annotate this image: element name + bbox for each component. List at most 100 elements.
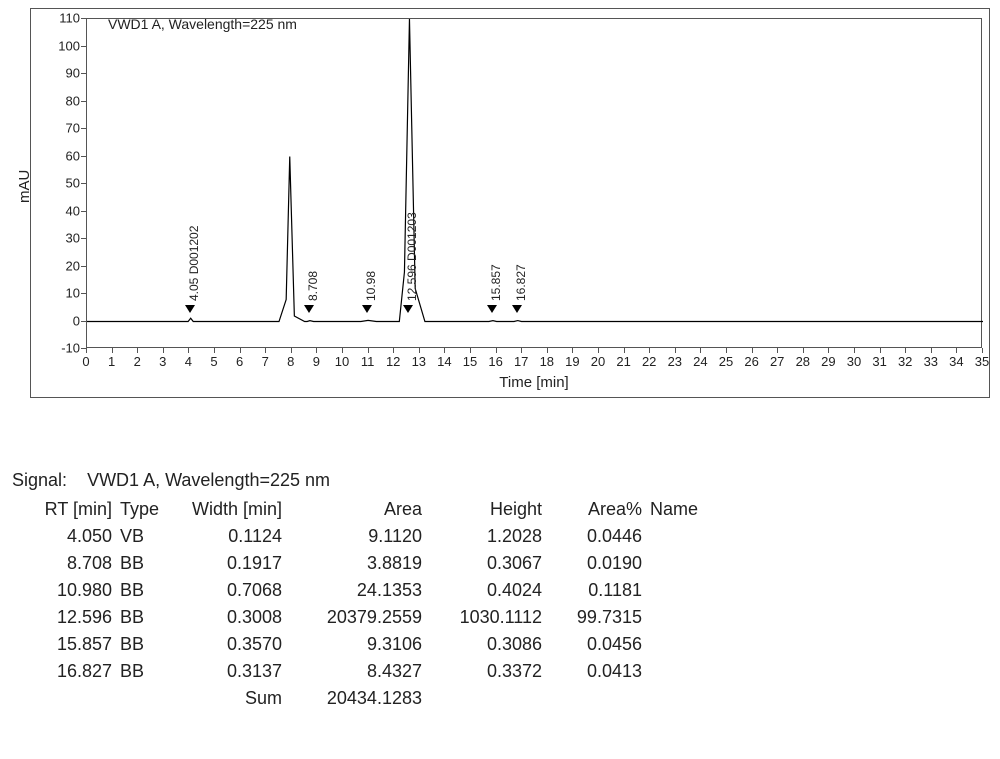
x-tick-label: 0 (82, 354, 89, 369)
table-cell: BB (120, 634, 170, 655)
x-tick (598, 348, 599, 353)
y-tick-label: 60 (50, 148, 80, 163)
x-tick-label: 10 (335, 354, 349, 369)
x-tick-label: 8 (287, 354, 294, 369)
table-cell: 99.7315 (550, 607, 650, 628)
table-cell: VB (120, 526, 170, 547)
x-tick-label: 6 (236, 354, 243, 369)
x-tick (470, 348, 471, 353)
x-tick (905, 348, 906, 353)
table-cell: 1030.1112 (430, 607, 550, 628)
y-tick (81, 156, 86, 157)
y-tick-label: 50 (50, 176, 80, 191)
x-tick-label: 33 (924, 354, 938, 369)
chromatogram-trace (87, 19, 983, 349)
x-tick-label: 9 (313, 354, 320, 369)
x-tick (240, 348, 241, 353)
table-cell: 0.3086 (430, 634, 550, 655)
y-tick-label: 20 (50, 258, 80, 273)
x-tick-label: 11 (361, 354, 375, 369)
x-tick-label: 27 (770, 354, 784, 369)
x-tick (188, 348, 189, 353)
y-axis-label: mAU (16, 170, 33, 203)
table-cell: 10.980 (30, 580, 120, 601)
chart-title: VWD1 A, Wavelength=225 nm (108, 16, 297, 32)
table-cell: 20379.2559 (290, 607, 430, 628)
table-cell: 0.3570 (170, 634, 290, 655)
x-tick-label: 30 (847, 354, 861, 369)
x-tick (214, 348, 215, 353)
x-tick-label: 24 (693, 354, 707, 369)
x-tick (419, 348, 420, 353)
y-tick-label: 40 (50, 203, 80, 218)
table-cell: 0.0413 (550, 661, 650, 682)
x-tick-label: 2 (134, 354, 141, 369)
x-tick-label: 17 (514, 354, 528, 369)
y-tick-label: 80 (50, 93, 80, 108)
table-cell: Width [min] (170, 499, 290, 520)
table-cell: 0.3067 (430, 553, 550, 574)
x-tick-label: 3 (159, 354, 166, 369)
y-tick (81, 211, 86, 212)
y-tick (81, 266, 86, 267)
x-tick (291, 348, 292, 353)
x-tick (137, 348, 138, 353)
chromatogram-plot (86, 18, 982, 348)
x-tick (675, 348, 676, 353)
x-axis-label: Time [min] (434, 374, 634, 391)
x-tick-label: 13 (412, 354, 426, 369)
x-tick-label: 16 (488, 354, 502, 369)
table-row: 15.857BB0.35709.31060.30860.0456 (30, 634, 730, 655)
table-cell: BB (120, 661, 170, 682)
table-cell: 9.3106 (290, 634, 430, 655)
y-tick (81, 73, 86, 74)
table-cell: Name (650, 499, 730, 520)
x-tick (86, 348, 87, 353)
y-tick-label: 100 (50, 38, 80, 53)
table-cell: 0.1124 (170, 526, 290, 547)
y-tick (81, 293, 86, 294)
x-tick-label: 21 (616, 354, 630, 369)
table-cell: 24.1353 (290, 580, 430, 601)
x-tick-label: 23 (668, 354, 682, 369)
sum-label: Sum (170, 688, 290, 709)
table-cell: BB (120, 553, 170, 574)
signal-label: Signal: (12, 470, 67, 490)
x-tick-label: 35 (975, 354, 989, 369)
y-tick (81, 128, 86, 129)
x-tick (726, 348, 727, 353)
x-tick (803, 348, 804, 353)
table-cell: 1.2028 (430, 526, 550, 547)
x-tick (547, 348, 548, 353)
table-cell: 9.1120 (290, 526, 430, 547)
table-cell: 16.827 (30, 661, 120, 682)
x-tick-label: 25 (719, 354, 733, 369)
y-tick-label: 70 (50, 121, 80, 136)
x-tick (342, 348, 343, 353)
x-tick (700, 348, 701, 353)
table-cell: BB (120, 607, 170, 628)
x-tick (828, 348, 829, 353)
x-tick-label: 26 (744, 354, 758, 369)
table-sum-row: Sum20434.1283 (30, 688, 430, 709)
table-cell: 15.857 (30, 634, 120, 655)
x-tick (368, 348, 369, 353)
x-tick (854, 348, 855, 353)
table-cell: Height (430, 499, 550, 520)
table-cell: Area (290, 499, 430, 520)
y-tick-label: -10 (50, 341, 80, 356)
table-cell: Type (120, 499, 170, 520)
x-tick-label: 32 (898, 354, 912, 369)
x-tick (572, 348, 573, 353)
table-cell: BB (120, 580, 170, 601)
table-row: 4.050VB0.11249.11201.20280.0446 (30, 526, 730, 547)
x-tick (316, 348, 317, 353)
table-cell: 0.3372 (430, 661, 550, 682)
table-row: 16.827BB0.31378.43270.33720.0413 (30, 661, 730, 682)
y-tick (81, 18, 86, 19)
x-tick (752, 348, 753, 353)
x-tick-label: 20 (591, 354, 605, 369)
table-cell: Area% (550, 499, 650, 520)
table-cell: 0.3137 (170, 661, 290, 682)
x-tick (521, 348, 522, 353)
